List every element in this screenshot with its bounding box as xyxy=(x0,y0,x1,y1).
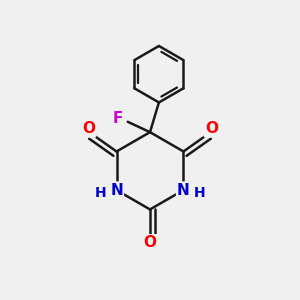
Text: H: H xyxy=(194,185,206,200)
Text: N: N xyxy=(177,183,190,198)
Text: O: O xyxy=(205,122,218,136)
Text: F: F xyxy=(113,111,123,126)
Text: O: O xyxy=(143,235,157,250)
Text: O: O xyxy=(82,122,95,136)
Text: N: N xyxy=(110,183,123,198)
Text: H: H xyxy=(94,185,106,200)
